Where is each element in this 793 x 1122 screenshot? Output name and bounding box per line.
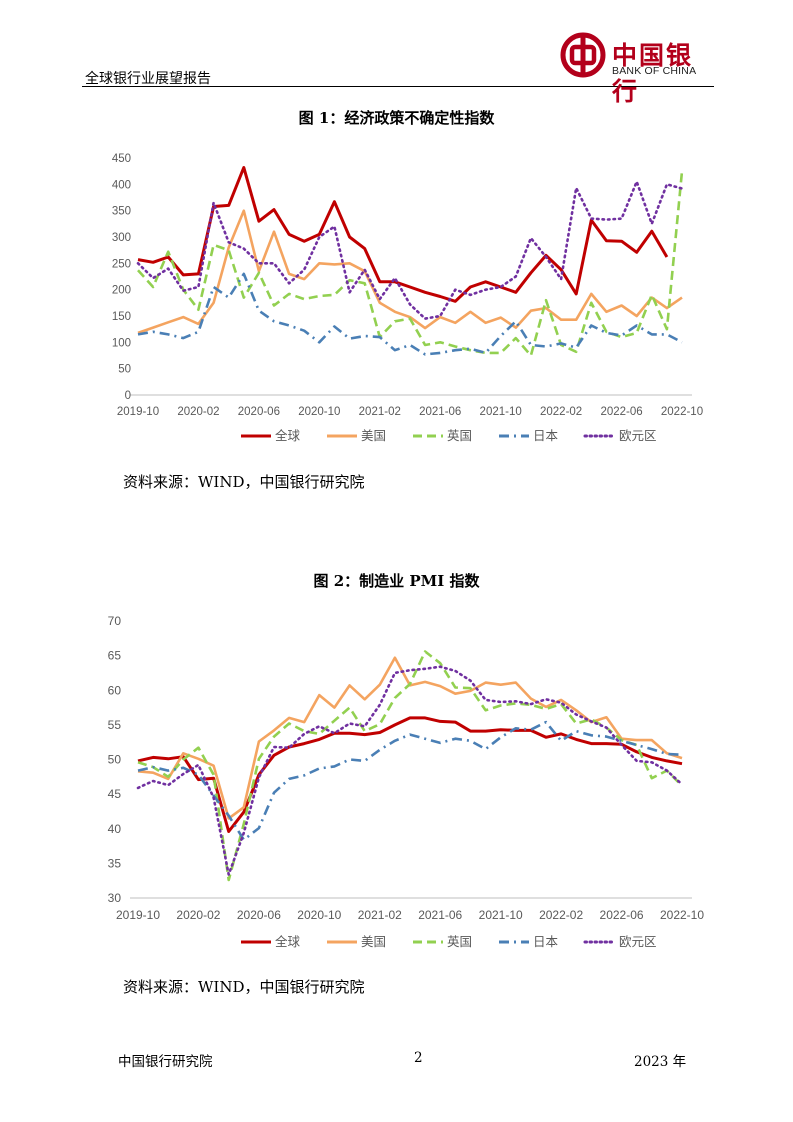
x-tick-label: 2022-10 bbox=[660, 908, 704, 922]
figure-1-source: 资料来源：WIND，中国银行研究院 bbox=[123, 473, 365, 491]
y-tick-label: 0 bbox=[125, 390, 131, 402]
y-tick-label: 300 bbox=[112, 232, 131, 244]
legend-label: 日本 bbox=[533, 428, 559, 443]
logo-english-text: BANK OF CHINA bbox=[612, 65, 697, 77]
footer-year: 2023 年 bbox=[634, 1054, 687, 1070]
y-tick-label: 100 bbox=[112, 337, 131, 349]
legend-item: 日本 bbox=[499, 934, 559, 949]
series-line-4 bbox=[136, 665, 684, 876]
legend-label: 日本 bbox=[533, 934, 559, 949]
legend-label: 欧元区 bbox=[619, 934, 657, 949]
legend-item: 全球 bbox=[241, 428, 301, 443]
legend-label: 全球 bbox=[275, 934, 301, 949]
series-line-0 bbox=[137, 166, 669, 303]
figure-1-title: 图 1：经济政策不确定性指数 bbox=[298, 109, 495, 127]
legend-label: 全球 bbox=[275, 428, 301, 443]
series-line-2 bbox=[137, 650, 683, 882]
legend-item: 欧元区 bbox=[583, 934, 657, 949]
legend-item: 美国 bbox=[327, 428, 386, 443]
y-tick-label: 400 bbox=[112, 179, 131, 191]
figure-2-title: 图 2：制造业 PMI 指数 bbox=[313, 572, 480, 590]
y-tick-label: 35 bbox=[108, 856, 122, 870]
y-tick-label: 30 bbox=[108, 891, 122, 905]
legend-item: 美国 bbox=[327, 934, 386, 949]
footer-institution: 中国银行研究院 bbox=[118, 1054, 213, 1070]
x-tick-label: 2020-02 bbox=[177, 406, 219, 418]
header-divider bbox=[82, 86, 714, 87]
y-tick-label: 45 bbox=[108, 787, 122, 801]
legend-item: 英国 bbox=[413, 934, 472, 949]
y-tick-label: 350 bbox=[112, 206, 131, 218]
logo-chinese-text: 中国银行 bbox=[612, 41, 694, 106]
x-tick-label: 2022-02 bbox=[539, 908, 583, 922]
legend-item: 欧元区 bbox=[583, 428, 657, 443]
x-tick-label: 2022-06 bbox=[600, 908, 644, 922]
x-tick-label: 2021-02 bbox=[359, 406, 401, 418]
series-line-0 bbox=[137, 716, 683, 833]
bank-logo: 中国银行 BANK OF CHINA bbox=[560, 32, 710, 106]
x-tick-label: 2019-10 bbox=[117, 406, 159, 418]
y-tick-label: 50 bbox=[118, 364, 131, 376]
x-tick-label: 2022-10 bbox=[661, 406, 703, 418]
legend-item: 英国 bbox=[413, 428, 472, 443]
x-tick-label: 2021-02 bbox=[358, 908, 402, 922]
series-line-2 bbox=[137, 171, 684, 357]
series-line-4 bbox=[136, 180, 684, 320]
legend-label: 美国 bbox=[361, 934, 386, 949]
y-tick-label: 50 bbox=[108, 753, 122, 767]
legend-label: 英国 bbox=[447, 934, 472, 949]
footer-page-number: 2 bbox=[414, 1050, 423, 1066]
legend-label: 美国 bbox=[361, 428, 386, 443]
series-line-3 bbox=[137, 272, 683, 356]
figure-2-chart: 30 35 40 45 50 55 60 65 70 2019-10 2020-02 2020-06 2… bbox=[108, 614, 705, 949]
x-tick-label: 2020-02 bbox=[176, 908, 220, 922]
x-tick-label: 2022-02 bbox=[540, 406, 582, 418]
y-tick-label: 40 bbox=[108, 822, 122, 836]
x-tick-label: 2022-06 bbox=[600, 406, 642, 418]
x-tick-label: 2020-06 bbox=[237, 908, 281, 922]
y-tick-label: 200 bbox=[112, 285, 131, 297]
x-tick-label: 2021-10 bbox=[480, 406, 522, 418]
legend-label: 欧元区 bbox=[619, 428, 657, 443]
figure-2-source: 资料来源：WIND，中国银行研究院 bbox=[123, 978, 365, 996]
x-tick-label: 2020-06 bbox=[238, 406, 280, 418]
x-tick-label: 2019-10 bbox=[116, 908, 160, 922]
x-tick-label: 2020-10 bbox=[298, 406, 340, 418]
legend-label: 英国 bbox=[447, 428, 472, 443]
x-tick-label: 2021-10 bbox=[479, 908, 523, 922]
y-tick-label: 65 bbox=[108, 649, 122, 663]
y-tick-label: 250 bbox=[112, 258, 131, 270]
legend-item: 全球 bbox=[241, 934, 301, 949]
y-tick-label: 60 bbox=[108, 683, 122, 697]
y-tick-label: 450 bbox=[112, 153, 131, 165]
y-tick-label: 150 bbox=[112, 311, 131, 323]
page-header-title: 全球银行业展望报告 bbox=[85, 71, 211, 87]
series-line-3 bbox=[137, 720, 683, 842]
x-tick-label: 2021-06 bbox=[419, 406, 461, 418]
figure-1-chart: 0 50 100 150 200 250 300 350 400 450 2019-10 2020-0… bbox=[112, 153, 703, 443]
bank-of-china-emblem-icon bbox=[560, 32, 606, 78]
x-tick-label: 2021-06 bbox=[418, 908, 462, 922]
y-tick-label: 70 bbox=[108, 614, 122, 628]
legend-item: 日本 bbox=[499, 428, 559, 443]
series-line-1 bbox=[137, 209, 683, 335]
x-tick-label: 2020-10 bbox=[297, 908, 341, 922]
y-tick-label: 55 bbox=[108, 718, 122, 732]
